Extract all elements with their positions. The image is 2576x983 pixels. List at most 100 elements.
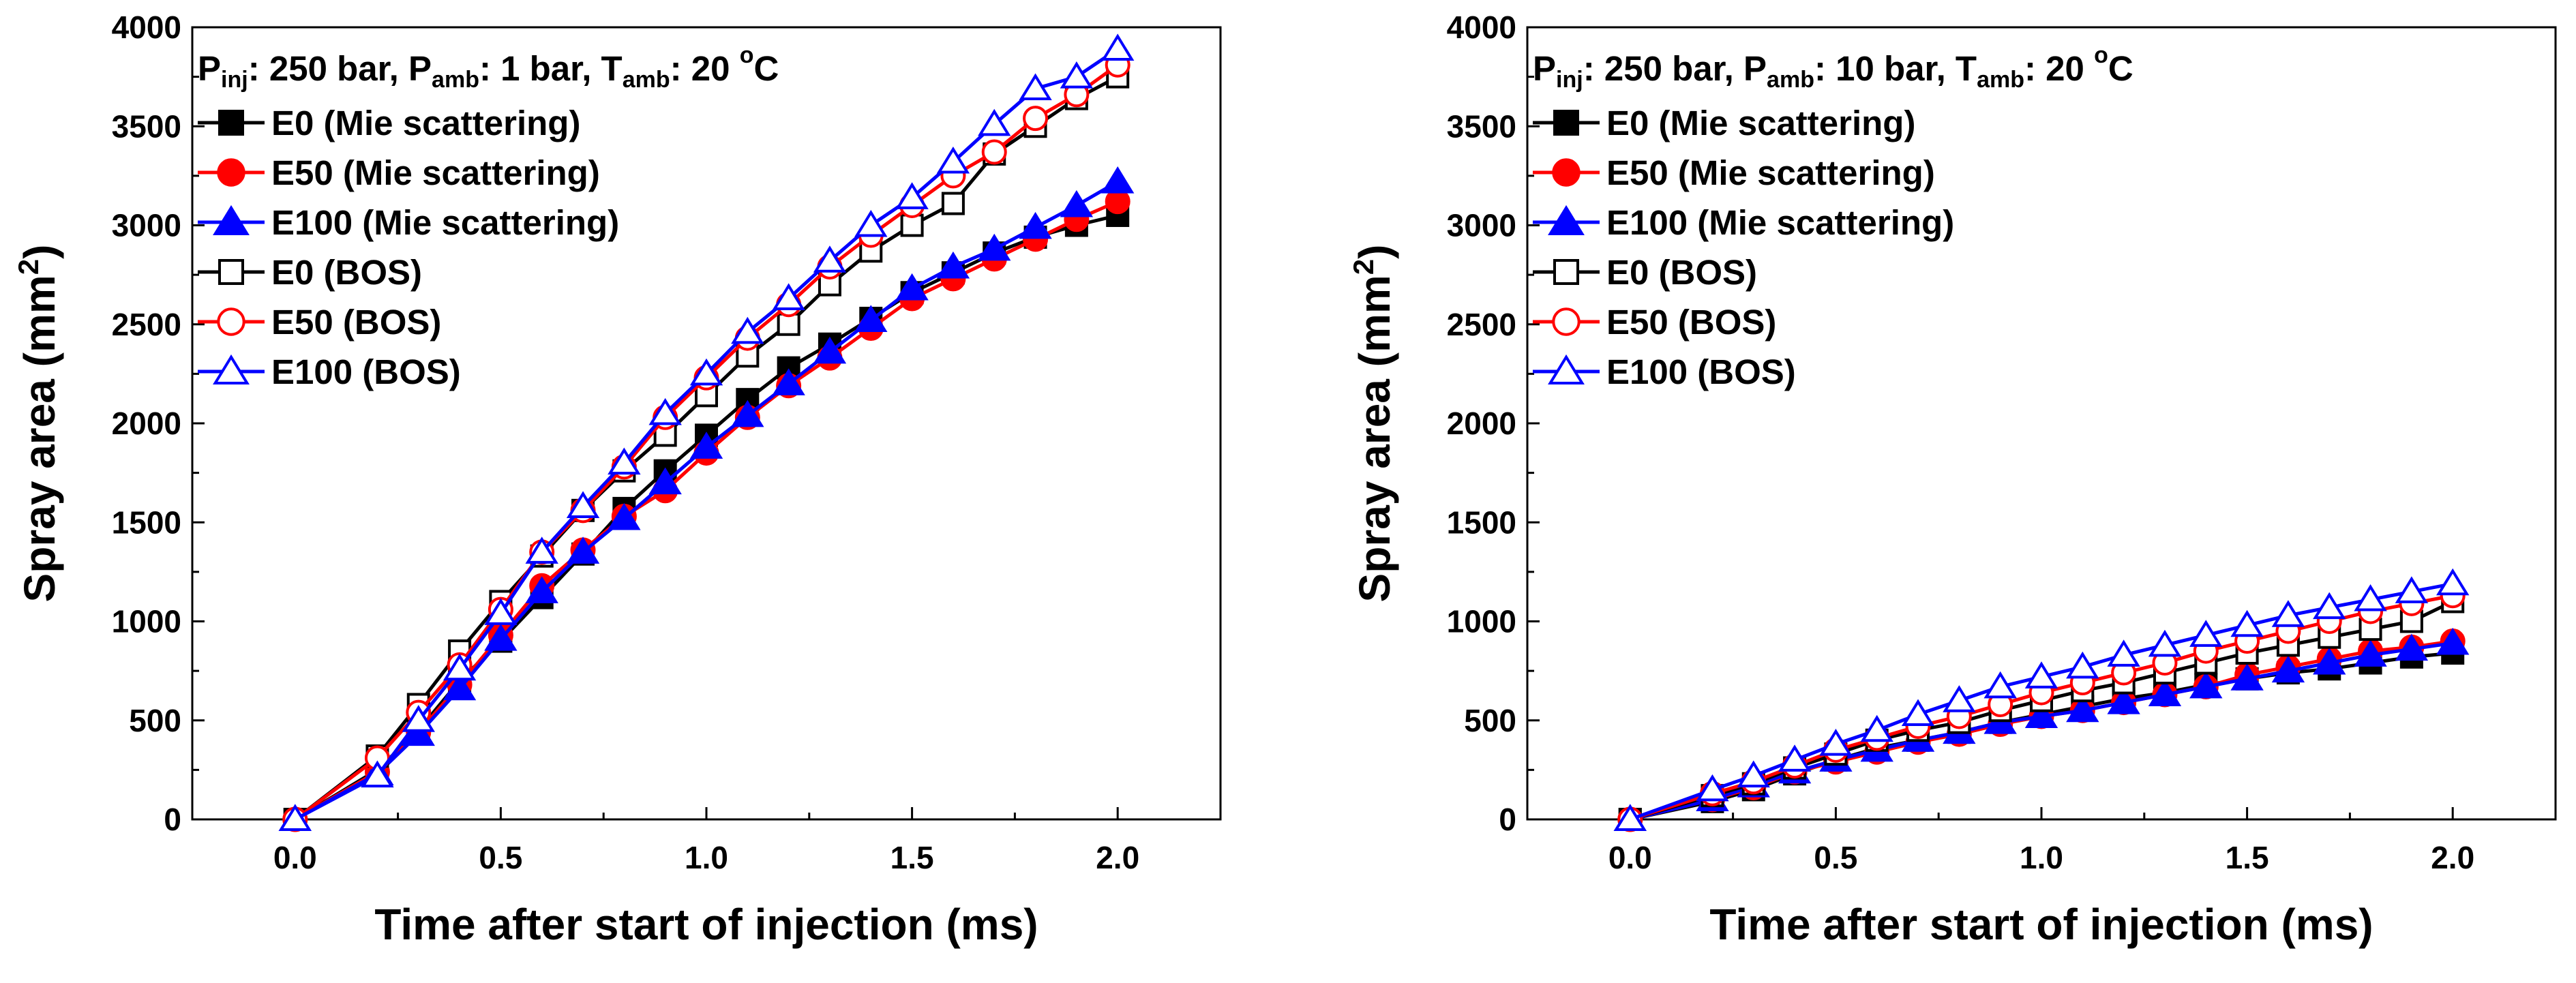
panel-left-data-point (566, 491, 600, 519)
panel-right-condition-part: : 250 bar, (1583, 49, 1743, 88)
panel-right-y-axis-title-sup: 2 (1347, 259, 1379, 275)
panel-left-condition-part: C (753, 49, 779, 88)
panel-right-legend-marker (1553, 259, 1579, 285)
panel-right-data-point (2354, 639, 2387, 667)
panel-right-data-point (2148, 629, 2182, 657)
panel-right-data-point (2107, 687, 2140, 714)
panel-right-data-point (2066, 695, 2099, 723)
panel-left-data-point (361, 760, 394, 788)
panel-left-legend-label: E100 (Mie scattering) (271, 203, 619, 242)
panel-left-ytick-label: 2500 (112, 307, 181, 342)
panel-left-data-point (936, 146, 970, 174)
panel-left-legend-label: E0 (BOS) (271, 253, 422, 292)
panel-right-condition-text: Pinj: 250 bar, Pamb: 10 bar, Tamb: 20 oC (1533, 42, 2133, 93)
panel-right-legend-marker (1548, 205, 1585, 235)
panel-left-data-point (608, 502, 641, 530)
panel-left-data-point (689, 432, 723, 459)
panel-left-data-point (854, 209, 888, 237)
panel-right-legend-entry: E0 (BOS) (1533, 253, 1757, 292)
panel-left-data-point (895, 182, 929, 209)
panel-right-data-point (2024, 701, 2058, 728)
panel-left-series-5 (278, 33, 1135, 831)
panel-right-condition-part: amb (1767, 67, 1814, 93)
panel-left-legend-marker (217, 158, 245, 187)
panel-right-data-point (1983, 671, 2017, 699)
panel-left-chart: 0 500 1000 1500 2000 2500 3000 3500 4000 0.0 0.5 1.… (12, 10, 1222, 949)
panel-right-legend-label: E50 (BOS) (1606, 303, 1776, 342)
panel-left-ytick-label: 3000 (112, 208, 181, 243)
panel-left-ytick-label: 1000 (112, 604, 181, 639)
panel-left-data-point (900, 213, 924, 237)
panel-left-data-point (941, 192, 965, 215)
panel-left-data-point (278, 804, 312, 831)
panel-left-legend-marker (213, 205, 250, 235)
panel-left-data-point (648, 467, 682, 495)
panel-right-data-point (2107, 639, 2140, 667)
panel-left-data-point (777, 312, 800, 336)
panel-right-chart: 0 500 1000 1500 2000 2500 3000 3500 4000 0.0 0.5 1.… (1347, 10, 2557, 949)
panel-right-data-point (2148, 679, 2182, 706)
panel-left-data-point (566, 536, 600, 564)
panel-right-condition-part: inj (1556, 67, 1583, 93)
panel-right-data-point (1819, 729, 1853, 756)
panel-left-x-axis-title: Time after start of injection (ms) (374, 900, 1038, 949)
panel-left-y-axis-title-end: ) (15, 245, 64, 259)
panel-right-legend-label: E100 (BOS) (1606, 352, 1796, 391)
panel-right-ytick-label: 4000 (1447, 10, 1516, 45)
panel-right-data-point (1901, 699, 1935, 727)
panel-right-condition-part: : 10 bar, (1814, 49, 1956, 88)
panel-right-ytick-label: 0 (1499, 802, 1516, 837)
panel-left-xtick-label: 0.0 (273, 840, 317, 875)
panel-right-data-point (2189, 671, 2223, 699)
panel-right-data-point (1860, 714, 1893, 742)
panel-right-data-point (1696, 774, 1729, 802)
panel-left-legend-entry: E100 (Mie scattering) (198, 203, 619, 242)
panel-right-ytick-label: 3000 (1447, 208, 1516, 243)
panel-right-ytick-label: 1500 (1447, 504, 1516, 540)
panel-left-y-axis-title-main: Spray area (mm (15, 275, 64, 602)
panel-left-data-point (484, 598, 518, 625)
panel-right-ytick-label: 2500 (1447, 307, 1516, 342)
panel-right-legend-marker (1552, 307, 1581, 336)
panel-left-condition-part: : 1 bar, (479, 49, 601, 88)
panel-left-legend-entry: E0 (BOS) (198, 253, 422, 292)
panel-left-data-point (1101, 33, 1135, 61)
panel-left-legend-entry: E0 (Mie scattering) (198, 104, 580, 142)
panel-left-y-axis-title-sup: 2 (12, 259, 44, 275)
panel-left-xtick-label: 1.5 (890, 840, 934, 875)
panel-left-data-point (525, 576, 558, 603)
panel-left-data-point (813, 245, 847, 273)
panel-left-xtick-label: 0.5 (479, 840, 522, 875)
panel-right-data-point (1737, 760, 1770, 788)
panel-left-condition-part: inj (221, 67, 248, 93)
panel-right-xtick-label: 1.0 (2020, 840, 2063, 875)
panel-left-data-point (854, 305, 888, 332)
panel-left-data-point (689, 358, 723, 386)
panel-right-y-axis-title-end: ) (1350, 245, 1399, 259)
panel-left-legend-label: E50 (Mie scattering) (271, 153, 600, 192)
panel-right-condition-part: : 20 (2024, 49, 2094, 88)
panel-left-legend-label: E50 (BOS) (271, 303, 441, 342)
panel-right-data-point (2189, 620, 2223, 647)
panel-left-ytick-label: 3500 (112, 108, 181, 144)
panel-left-y-axis-title: Spray area (mm2) (12, 245, 64, 603)
panel-right-xtick-label: 0.0 (1608, 840, 1652, 875)
panel-right-y-axis-title: Spray area (mm2) (1347, 245, 1399, 603)
panel-left-data-point (443, 653, 477, 681)
panel-right-data-point (2436, 568, 2470, 596)
panel-left-condition-part: o (740, 42, 754, 68)
panel-right-data-point (2024, 661, 2058, 689)
panel-right-legend-entry: E50 (Mie scattering) (1533, 153, 1935, 192)
panel-right-data-point (2230, 663, 2264, 691)
panel-left-condition-part: P (198, 49, 221, 88)
panel-left-condition-part: T (601, 49, 623, 88)
panel-right-data-point (2436, 627, 2470, 655)
panel-right-legend-entry: E0 (Mie scattering) (1533, 104, 1915, 142)
panel-right-condition-part: P (1743, 49, 1767, 88)
panel-left-condition-part: : 250 bar, (248, 49, 408, 88)
panel-left-ytick-label: 2000 (112, 406, 181, 441)
panel-left-xtick-label: 1.0 (685, 840, 728, 875)
panel-left-data-point (1101, 166, 1135, 194)
